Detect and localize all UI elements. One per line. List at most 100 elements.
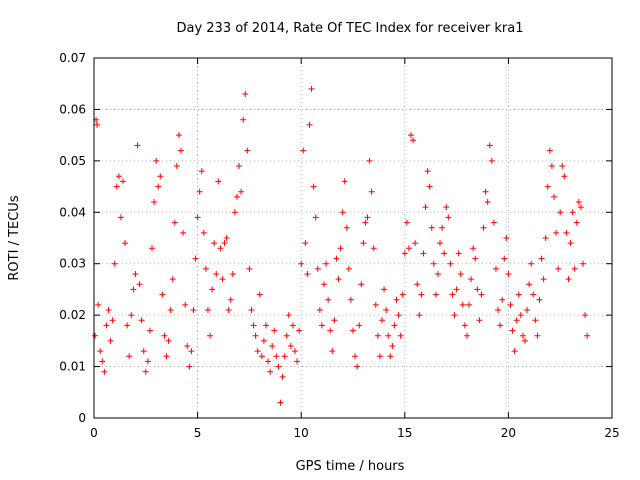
data-point bbox=[401, 250, 408, 257]
data-point bbox=[236, 163, 243, 169]
data-point bbox=[443, 204, 450, 211]
data-point bbox=[457, 271, 464, 277]
data-point bbox=[505, 271, 512, 277]
data-point bbox=[356, 322, 363, 329]
data-point bbox=[548, 163, 555, 169]
data-point bbox=[134, 142, 141, 149]
data-point bbox=[163, 353, 170, 360]
data-point bbox=[291, 348, 298, 355]
data-point bbox=[221, 240, 228, 247]
data-point bbox=[484, 199, 491, 205]
data-point bbox=[94, 121, 101, 128]
data-point bbox=[478, 291, 485, 298]
data-point bbox=[306, 121, 313, 128]
data-point bbox=[559, 163, 566, 169]
data-point bbox=[298, 260, 305, 267]
data-point bbox=[455, 250, 462, 257]
data-point bbox=[358, 281, 365, 288]
data-point bbox=[499, 296, 506, 303]
data-point bbox=[227, 296, 234, 303]
data-point bbox=[117, 214, 124, 221]
data-point bbox=[565, 276, 572, 283]
data-point bbox=[341, 178, 348, 185]
data-point bbox=[451, 312, 458, 319]
data-point bbox=[103, 322, 110, 329]
data-point bbox=[186, 363, 193, 370]
data-point bbox=[374, 332, 381, 339]
data-point bbox=[470, 245, 477, 252]
data-point bbox=[157, 173, 164, 180]
y-tick-label: 0.02 bbox=[59, 308, 86, 322]
data-point bbox=[474, 286, 481, 293]
data-point bbox=[577, 204, 584, 211]
data-point bbox=[408, 132, 415, 139]
data-point bbox=[432, 291, 439, 298]
x-axis-label: GPS time / hours bbox=[296, 459, 405, 474]
data-point bbox=[352, 353, 359, 360]
data-point bbox=[209, 286, 216, 293]
data-point bbox=[445, 214, 452, 221]
data-point bbox=[536, 296, 543, 303]
data-point bbox=[325, 296, 332, 303]
data-point bbox=[345, 265, 352, 272]
data-point bbox=[480, 224, 487, 231]
data-point bbox=[466, 301, 473, 308]
data-point bbox=[271, 327, 278, 334]
data-point bbox=[555, 265, 562, 272]
data-point bbox=[238, 188, 245, 195]
data-point bbox=[120, 178, 127, 185]
data-point bbox=[582, 312, 589, 319]
data-point bbox=[399, 291, 406, 298]
data-point bbox=[447, 260, 454, 267]
data-point bbox=[526, 281, 533, 288]
data-point bbox=[412, 240, 419, 247]
data-point bbox=[132, 271, 139, 277]
data-point bbox=[240, 116, 247, 123]
data-point bbox=[101, 368, 108, 375]
data-point bbox=[304, 271, 311, 277]
data-point bbox=[501, 255, 508, 262]
data-point bbox=[434, 271, 441, 277]
data-point bbox=[509, 327, 516, 334]
data-point bbox=[488, 157, 495, 164]
data-point bbox=[204, 307, 211, 313]
data-point bbox=[571, 265, 578, 272]
data-point bbox=[277, 399, 284, 406]
y-tick-label: 0.05 bbox=[59, 154, 86, 168]
data-point bbox=[337, 245, 344, 252]
plot-frame bbox=[93, 57, 613, 419]
data-point bbox=[370, 245, 377, 252]
data-point bbox=[391, 322, 398, 329]
data-point bbox=[553, 229, 560, 236]
data-point bbox=[149, 245, 156, 252]
data-points bbox=[92, 85, 591, 406]
data-point bbox=[343, 224, 350, 231]
data-point bbox=[387, 353, 394, 360]
data-point bbox=[260, 337, 267, 344]
y-tick-label: 0.06 bbox=[59, 102, 86, 116]
data-point bbox=[515, 291, 522, 298]
data-point bbox=[302, 240, 309, 247]
data-point bbox=[497, 322, 504, 329]
data-point bbox=[379, 317, 386, 324]
data-point bbox=[256, 291, 263, 298]
data-point bbox=[511, 348, 518, 355]
x-tick-label: 0 bbox=[90, 426, 98, 440]
data-point bbox=[453, 286, 460, 293]
data-point bbox=[165, 337, 172, 344]
data-point bbox=[339, 209, 346, 216]
data-point bbox=[389, 343, 396, 349]
data-point bbox=[161, 332, 168, 339]
data-point bbox=[364, 214, 371, 221]
x-tick-label: 25 bbox=[604, 426, 619, 440]
x-tick-label: 5 bbox=[194, 426, 202, 440]
data-point bbox=[393, 296, 400, 303]
data-point bbox=[287, 343, 294, 349]
data-point bbox=[269, 343, 276, 349]
data-point bbox=[416, 312, 423, 319]
grid-lines bbox=[94, 58, 612, 418]
data-point bbox=[111, 260, 118, 267]
data-point bbox=[439, 224, 446, 231]
data-point bbox=[180, 229, 187, 236]
data-point bbox=[92, 332, 99, 339]
